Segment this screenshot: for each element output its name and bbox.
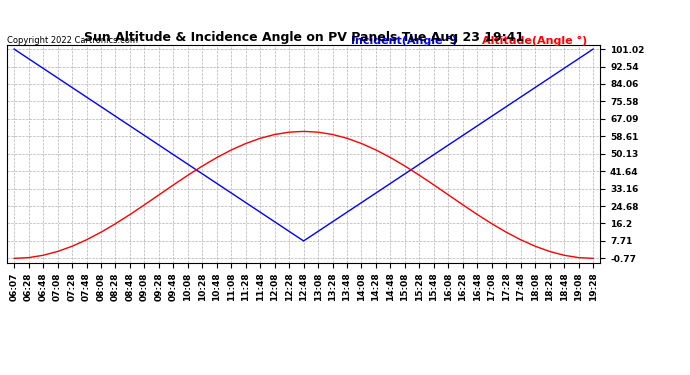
Title: Sun Altitude & Incidence Angle on PV Panels Tue Aug 23 19:41: Sun Altitude & Incidence Angle on PV Pan… xyxy=(83,31,524,44)
Text: Copyright 2022 Cartronics.com: Copyright 2022 Cartronics.com xyxy=(8,36,139,45)
Text: Incident(Angle °): Incident(Angle °) xyxy=(351,36,457,46)
Text: Altitude(Angle °): Altitude(Angle °) xyxy=(482,36,587,46)
